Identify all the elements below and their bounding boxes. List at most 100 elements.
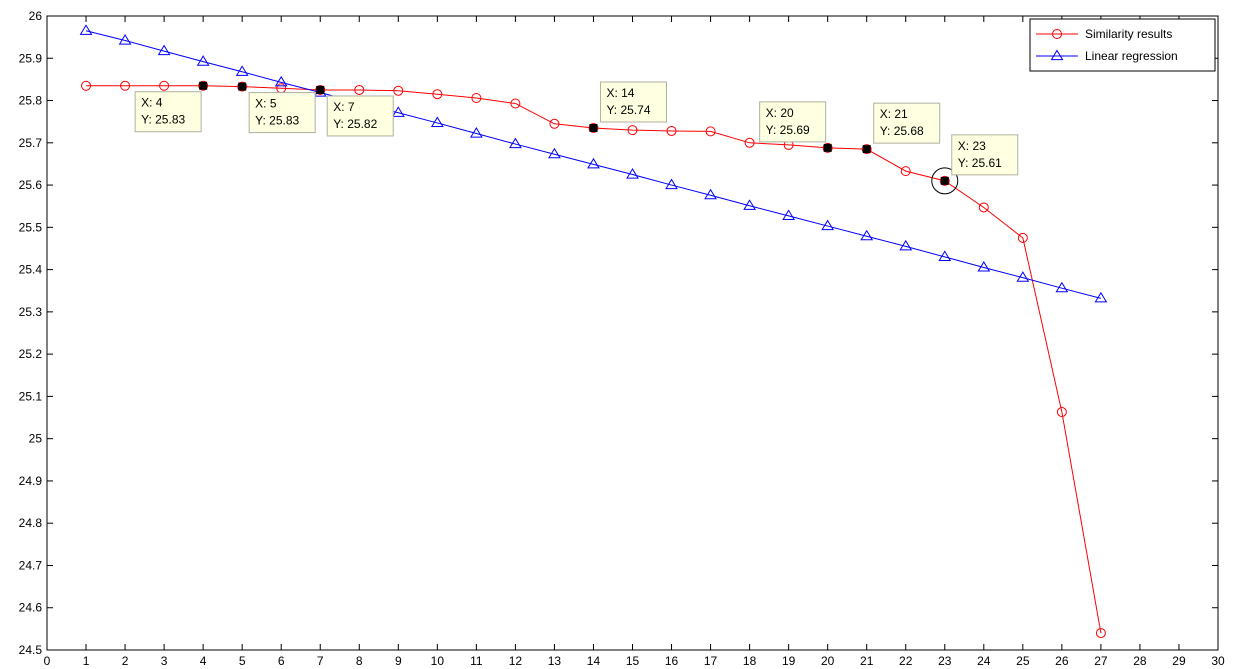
data-point: [81, 80, 92, 91]
data-point: [666, 125, 677, 136]
legend-label: Linear regression: [1085, 49, 1178, 63]
y-tick-label: 25.6: [19, 178, 43, 192]
x-tick-label: 25: [1016, 654, 1030, 668]
data-point: [430, 116, 444, 128]
x-tick-label: 0: [44, 654, 51, 668]
data-point: [198, 80, 209, 91]
data-point: [1094, 291, 1108, 303]
x-tick-label: 21: [860, 654, 874, 668]
x-tick-label: 7: [317, 654, 324, 668]
data-point: [549, 118, 560, 129]
datatip-box: [873, 102, 941, 144]
y-tick-label: 24.9: [19, 474, 43, 488]
x-tick-label: 27: [1094, 654, 1108, 668]
y-tick-label: 25.1: [19, 389, 43, 403]
datatip-x-label: X: 20: [766, 106, 794, 120]
x-tick-label: 2: [122, 654, 129, 668]
x-tick-label: 24: [977, 654, 991, 668]
x-tick-label: 16: [665, 654, 679, 668]
data-point: [354, 84, 365, 95]
x-tick-label: 22: [899, 654, 913, 668]
data-point: [237, 81, 248, 92]
data-point: [315, 84, 326, 95]
datatip-y-label: Y: 25.68: [880, 124, 924, 138]
data-point: [587, 157, 600, 169]
data-point: [977, 261, 991, 272]
y-tick-label: 24.7: [19, 558, 43, 572]
x-tick-label: 17: [704, 654, 718, 668]
datatip-x-label: X: 7: [333, 100, 355, 114]
y-tick-label: 24.6: [19, 601, 43, 615]
datatip-box: [248, 92, 316, 134]
x-tick-label: 1: [83, 654, 90, 668]
data-point: [861, 144, 872, 155]
datatip: X: 4 Y: 25.83: [134, 81, 208, 133]
data-point: [274, 75, 288, 87]
datatip-highlight-ring: [931, 167, 959, 195]
legend-box: [1029, 18, 1216, 72]
x-tick-label: 6: [278, 654, 285, 668]
data-point: [391, 106, 405, 117]
data-point: [588, 123, 599, 134]
x-tick-label: 19: [782, 654, 796, 668]
data-point: [627, 125, 638, 136]
datatip-box: [951, 134, 1019, 176]
x-tick-label: 15: [626, 654, 640, 668]
data-point: [900, 166, 911, 177]
y-tick-label: 25.2: [19, 347, 43, 361]
datatip: X: 20 Y: 25.69: [759, 101, 832, 152]
data-point: [744, 137, 755, 148]
x-tick-label: 11: [470, 654, 483, 668]
x-tick-label: 23: [938, 654, 952, 668]
datatip-x-label: X: 5: [255, 97, 277, 111]
data-point: [471, 92, 482, 103]
x-tick-label: 30: [1211, 654, 1225, 668]
data-point: [118, 34, 132, 45]
datatip-marker: [862, 145, 871, 154]
series-linear-regression: [79, 24, 1108, 303]
data-point: [1055, 281, 1069, 293]
y-tick-label: 24.5: [19, 643, 43, 657]
datatip-x-label: X: 21: [880, 107, 908, 121]
data-point: [822, 142, 833, 153]
datatip-x-label: X: 23: [958, 139, 986, 153]
datatip-x-label: X: 4: [141, 96, 163, 110]
datatip: X: 14 Y: 25.74: [589, 81, 667, 133]
datatip-marker: [238, 82, 247, 91]
x-tick-label: 4: [200, 654, 207, 668]
data-point: [235, 65, 249, 76]
data-point: [1056, 407, 1067, 418]
datatip: X: 23 Y: 25.61: [931, 134, 1019, 195]
y-tick-label: 26: [29, 9, 43, 23]
y-tick-label: 25.8: [19, 94, 43, 108]
legend-label: Similarity results: [1085, 27, 1172, 41]
data-point: [157, 44, 171, 56]
data-point: [509, 137, 522, 149]
data-point: [548, 147, 561, 159]
legend: Similarity results Linear regression: [1029, 18, 1216, 72]
datatip-y-label: Y: 25.83: [255, 114, 299, 128]
y-tick-label: 25.9: [19, 51, 43, 65]
x-tick-label: 26: [1055, 654, 1069, 668]
y-axis: 24.5 24.6 24.7 24.8 24.9 25 25.1 25.2 25.3 25.4 25…: [19, 9, 1218, 657]
data-point: [432, 89, 443, 100]
datatip-box: [759, 101, 827, 143]
data-point: [705, 126, 716, 137]
datatip-y-label: Y: 25.69: [766, 123, 810, 137]
y-tick-label: 25.4: [19, 263, 43, 277]
legend-item: Similarity results: [1036, 27, 1172, 41]
datatip-y-label: Y: 25.74: [606, 103, 650, 117]
data-point: [196, 55, 210, 66]
data-point: [704, 188, 717, 200]
x-tick-label: 18: [743, 654, 757, 668]
x-tick-label: 8: [356, 654, 363, 668]
y-tick-label: 25.5: [19, 220, 43, 234]
datatip-box: [599, 81, 667, 123]
datatip-marker: [589, 124, 598, 133]
datatip-y-label: Y: 25.61: [958, 156, 1002, 170]
datatip-box: [326, 95, 394, 137]
data-point: [938, 250, 952, 261]
data-point: [1095, 628, 1106, 639]
x-tick-label: 9: [395, 654, 402, 668]
